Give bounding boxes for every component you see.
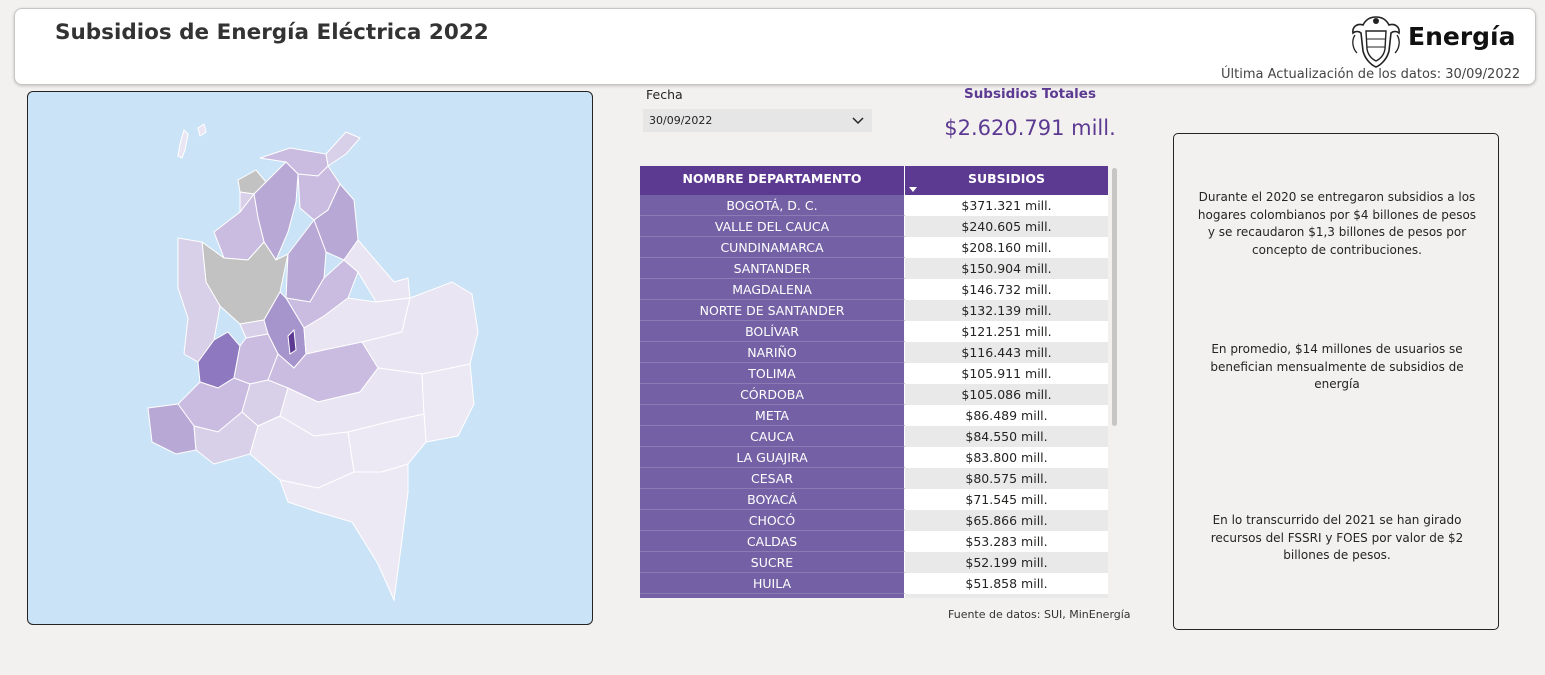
map-region-providencia[interactable] [197,123,207,137]
subsidy-cell: $105.911 mill. [905,363,1108,384]
subsidy-cell: $371.321 mill. [905,195,1108,216]
department-cell: CÓRDOBA [640,384,905,405]
table-row[interactable]: CALDAS $53.283 mill. [640,531,1108,552]
info-text-2: En promedio, $14 millones de usuarios se… [1210,342,1464,391]
info-text-1: Durante el 2020 se entregaron subsidios … [1197,190,1477,257]
department-cell: BOGOTÁ, D. C. [640,195,905,216]
department-cell [640,594,905,598]
table-row[interactable]: CESAR $80.575 mill. [640,468,1108,489]
subsidy-cell: $53.283 mill. [905,531,1108,552]
table-row[interactable]: VALLE DEL CAUCA $240.605 mill. [640,216,1108,237]
column-header-subsidies-label: SUBSIDIOS [968,171,1045,186]
department-cell: HUILA [640,573,905,594]
table-row[interactable]: MAGDALENA $146.732 mill. [640,279,1108,300]
table-row[interactable]: BOLÍVAR $121.251 mill. [640,321,1108,342]
subsidies-table[interactable]: NOMBRE DEPARTAMENTO SUBSIDIOS BOGOTÁ, D.… [640,166,1108,598]
subsidy-cell: $208.160 mill. [905,237,1108,258]
subsidy-cell: $71.545 mill. [905,489,1108,510]
department-cell: LA GUAJIRA [640,447,905,468]
department-cell: NORTE DE SANTANDER [640,300,905,321]
department-cell: VALLE DEL CAUCA [640,216,905,237]
subsidy-cell: $240.605 mill. [905,216,1108,237]
department-cell: CAUCA [640,426,905,447]
map-region-arauca[interactable] [343,239,411,303]
subsidy-cell: $84.550 mill. [905,426,1108,447]
map-region-amazonas[interactable] [279,463,409,602]
table-row[interactable]: CAUCA $84.550 mill. [640,426,1108,447]
table-row[interactable]: TOLIMA $105.911 mill. [640,363,1108,384]
info-panel: Durante el 2020 se entregaron subsidios … [1173,133,1499,630]
table-body: BOGOTÁ, D. C. $371.321 mill. VALLE DEL CAU… [640,195,1108,598]
department-cell: META [640,405,905,426]
table-row[interactable]: HUILA $51.858 mill. [640,573,1108,594]
map-region-san-andres[interactable] [177,129,189,159]
department-cell: TOLIMA [640,363,905,384]
map-region-guainia[interactable] [421,363,475,443]
table-row[interactable]: NORTE DE SANTANDER $132.139 mill. [640,300,1108,321]
column-header-department[interactable]: NOMBRE DEPARTAMENTO [640,166,905,195]
date-filter-dropdown[interactable]: 30/09/2022 [643,109,872,132]
subsidy-cell: $132.139 mill. [905,300,1108,321]
subsidy-cell: $150.904 mill. [905,258,1108,279]
chevron-down-icon [852,116,864,124]
kpi-value: $2.620.791 mill. [944,116,1116,140]
map-region-la-guajira[interactable] [325,131,361,167]
department-cell: MAGDALENA [640,279,905,300]
subsidy-cell: $83.800 mill. [905,447,1108,468]
colombia-map[interactable] [27,91,593,625]
department-cell: BOLÍVAR [640,321,905,342]
table-row[interactable] [640,594,1108,598]
page-title: Subsidios de Energía Eléctrica 2022 [55,20,489,45]
department-cell: NARIÑO [640,342,905,363]
subsidy-cell: $86.489 mill. [905,405,1108,426]
department-cell: BOYACÁ [640,489,905,510]
subsidy-cell [905,594,1108,598]
data-source-note: Fuente de datos: SUI, MinEnergía [948,608,1131,621]
table-header: NOMBRE DEPARTAMENTO SUBSIDIOS [640,166,1108,195]
department-cell: CALDAS [640,531,905,552]
subsidy-cell: $146.732 mill. [905,279,1108,300]
table-row[interactable]: CÓRDOBA $105.086 mill. [640,384,1108,405]
subsidy-cell: $52.199 mill. [905,552,1108,573]
kpi-label: Subsidios Totales [963,86,1097,102]
table-row[interactable]: SUCRE $52.199 mill. [640,552,1108,573]
table-row[interactable]: LA GUAJIRA $83.800 mill. [640,447,1108,468]
map-svg [147,123,479,602]
date-filter-value: 30/09/2022 [649,114,713,127]
table-row[interactable]: SANTANDER $150.904 mill. [640,258,1108,279]
department-cell: CHOCÓ [640,510,905,531]
table-row[interactable]: META $86.489 mill. [640,405,1108,426]
subsidy-cell: $80.575 mill. [905,468,1108,489]
table-row[interactable]: NARIÑO $116.443 mill. [640,342,1108,363]
table-row[interactable]: CUNDINAMARCA $208.160 mill. [640,237,1108,258]
sort-descending-icon[interactable] [909,187,917,192]
department-cell: CUNDINAMARCA [640,237,905,258]
map-region-norte-santander[interactable] [313,183,359,261]
table-row[interactable]: CHOCÓ $65.866 mill. [640,510,1108,531]
last-update-text: Última Actualización de los datos: 30/09… [1221,67,1521,82]
subsidy-cell: $116.443 mill. [905,342,1108,363]
department-cell: SUCRE [640,552,905,573]
department-cell: SANTANDER [640,258,905,279]
date-filter-label: Fecha [646,87,683,102]
coat-of-arms-icon [1352,16,1400,68]
info-text-3: En lo transcurrido del 2021 se han girad… [1210,513,1464,562]
brand-name: Energía [1408,22,1516,51]
department-cell: CESAR [640,468,905,489]
table-scrollbar[interactable] [1112,168,1117,426]
table-row[interactable]: BOYACÁ $71.545 mill. [640,489,1108,510]
column-header-subsidies[interactable]: SUBSIDIOS [905,166,1108,195]
subsidy-cell: $51.858 mill. [905,573,1108,594]
map-region-sucre[interactable] [239,191,255,214]
map-region-bogota[interactable] [287,328,297,355]
subsidy-cell: $65.866 mill. [905,510,1108,531]
report-header: Subsidios de Energía Eléctrica 2022 Ener… [14,8,1536,85]
subsidy-cell: $121.251 mill. [905,321,1108,342]
subsidy-cell: $105.086 mill. [905,384,1108,405]
table-row[interactable]: BOGOTÁ, D. C. $371.321 mill. [640,195,1108,216]
